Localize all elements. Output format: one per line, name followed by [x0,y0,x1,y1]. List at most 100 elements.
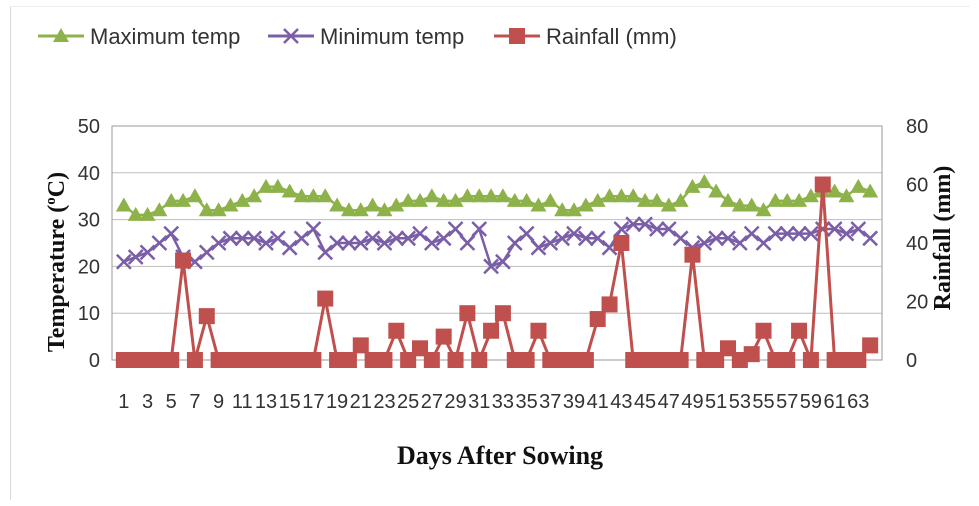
max-temp-point [210,202,227,217]
min-temp-point [483,258,499,275]
max-temp-point [791,192,808,207]
rainfall-point [530,322,547,339]
rainfall-point [755,322,772,339]
min-temp-point [115,253,132,270]
y2-tick-label: 40 [906,233,928,255]
x-tick-label: 33 [492,391,514,413]
min-temp-point [577,230,594,247]
min-temp-point [613,221,630,237]
min-temp-point [352,235,369,251]
min-temp-point [329,235,345,251]
max-temp-point [648,192,665,207]
series-minimum-temp [115,216,879,275]
y-tick-label: 50 [78,116,100,138]
min-temp-point [317,244,334,261]
rainfall-point [340,352,357,368]
max-temp-point [577,197,594,212]
x-tick-label: 59 [800,391,822,413]
min-temp-point [127,249,144,265]
legend-label: Maximum temp [90,24,240,49]
min-temp-point [506,235,523,251]
min-temp-point [412,225,428,242]
max-temp-point [720,192,736,207]
max-temp-point [672,192,689,207]
max-temp-point [518,192,535,207]
rainfall-point [305,352,322,368]
legend-item: Minimum temp [268,24,464,49]
x-tick-label: 27 [421,391,443,413]
rainfall-point [471,352,488,368]
x-tick-label: 55 [752,391,774,413]
max-temp-point [601,188,618,203]
x-tick-label: 13 [255,391,277,413]
min-temp-point [826,221,843,237]
x-tick-label: 35 [515,391,537,413]
min-temp-point [210,235,227,251]
x-tick-label: 21 [350,391,372,413]
max-temp-point [471,188,488,203]
rainfall-point [483,322,500,339]
min-temp-point [791,225,807,242]
max-temp-point [127,206,144,221]
max-temp-point [459,188,476,203]
max-temp-point [423,188,440,203]
min-temp-point [222,230,239,247]
min-temp-point [625,216,642,233]
rainfall-point [613,235,630,251]
max-temp-point [708,183,725,198]
y2-axis-title: Rainfall (mm) [930,166,956,311]
max-temp-point [850,178,867,193]
x-tick-label: 41 [587,391,609,413]
max-temp-point [613,188,630,203]
max-temp-point [447,192,464,207]
min-temp-point [767,225,784,242]
max-temp-point [258,178,274,193]
x-tick-label: 5 [166,391,177,413]
max-temp-point [234,192,251,207]
min-temp-point [530,239,547,256]
max-temp-point [802,188,819,203]
max-temp-point [198,202,215,217]
min-temp-point [518,225,535,242]
min-temp-point [281,239,298,256]
min-temp-point [755,235,772,251]
rainfall-point [509,28,525,44]
min-temp-point [495,253,511,270]
max-temp-point [186,188,203,203]
min-temp-point [779,225,796,242]
min-temp-point [364,230,381,247]
y-tick-label: 20 [78,256,100,278]
x-tick-label: 37 [539,391,561,413]
x-tick-label: 9 [213,391,224,413]
max-temp-point [376,202,393,217]
max-temp-point [743,197,760,212]
x-tick-label: 43 [610,391,632,413]
max-temp-point [731,197,748,212]
x-tick-label: 3 [142,391,153,413]
rainfall-point [862,337,879,354]
x-tick-label: 51 [705,391,727,413]
rainfall-point [198,308,215,325]
min-temp-point [258,235,274,251]
min-temp-point [435,230,452,247]
legend-item: Rainfall (mm) [494,24,677,49]
max-temp-point [554,202,571,217]
min-temp-point [649,221,665,237]
max-temp-point [637,192,654,207]
rainfall-point [684,246,701,263]
rainfall-point [518,352,535,368]
rainfall-point [791,322,808,339]
rainfall-point [779,352,796,368]
max-temp-point [163,192,180,207]
x-tick-label: 39 [563,391,585,413]
min-temp-point [198,244,215,261]
min-temp-point [423,235,440,251]
min-temp-point [589,230,606,247]
min-temp-point [720,230,736,247]
max-temp-point [412,192,428,207]
x-tick-label: 29 [444,391,466,413]
max-temp-point [340,202,357,217]
min-temp-point [672,230,689,247]
series-layer [115,174,879,368]
x-tick-label: 49 [681,391,703,413]
